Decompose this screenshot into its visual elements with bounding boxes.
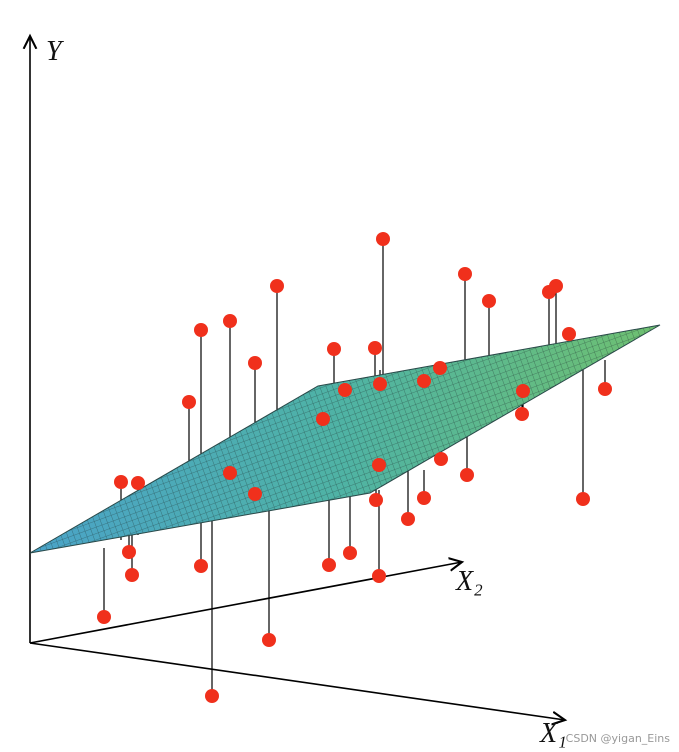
watermark: CSDN @yigan_Eins (566, 732, 671, 745)
x1-axis (29, 642, 565, 720)
data-point (223, 314, 237, 328)
data-point (131, 476, 145, 490)
x2-label: X₂ (455, 566, 483, 597)
data-point (122, 545, 136, 559)
data-point (373, 377, 387, 391)
data-point (482, 294, 496, 308)
data-point (194, 323, 208, 337)
data-point (433, 361, 447, 375)
data-point (316, 412, 330, 426)
data-point (125, 568, 139, 582)
points (97, 232, 612, 703)
data-point (372, 458, 386, 472)
data-point (343, 546, 357, 560)
data-point (368, 341, 382, 355)
data-point (549, 279, 563, 293)
data-point (576, 492, 590, 506)
data-point (372, 569, 386, 583)
data-point (376, 232, 390, 246)
data-point (434, 452, 448, 466)
data-point (194, 559, 208, 573)
data-point (516, 384, 530, 398)
data-point (598, 382, 612, 396)
data-point (248, 356, 262, 370)
data-point (322, 558, 336, 572)
data-point (327, 342, 341, 356)
data-point (562, 327, 576, 341)
x2-axis (29, 562, 462, 644)
x1-label: X₁ (539, 718, 567, 749)
data-point (182, 395, 196, 409)
data-point (515, 407, 529, 421)
data-point (97, 610, 111, 624)
data-point (223, 466, 237, 480)
data-point (248, 487, 262, 501)
data-point (458, 267, 472, 281)
data-point (417, 374, 431, 388)
data-point (460, 468, 474, 482)
plane (29, 324, 661, 554)
data-point (401, 512, 415, 526)
data-point (270, 279, 284, 293)
axes (30, 36, 565, 720)
data-point (369, 493, 383, 507)
plane-mesh (30, 325, 660, 553)
data-point (262, 633, 276, 647)
data-point (114, 475, 128, 489)
data-point (338, 383, 352, 397)
y-label: Y (46, 36, 65, 67)
data-point (417, 491, 431, 505)
data-point (205, 689, 219, 703)
